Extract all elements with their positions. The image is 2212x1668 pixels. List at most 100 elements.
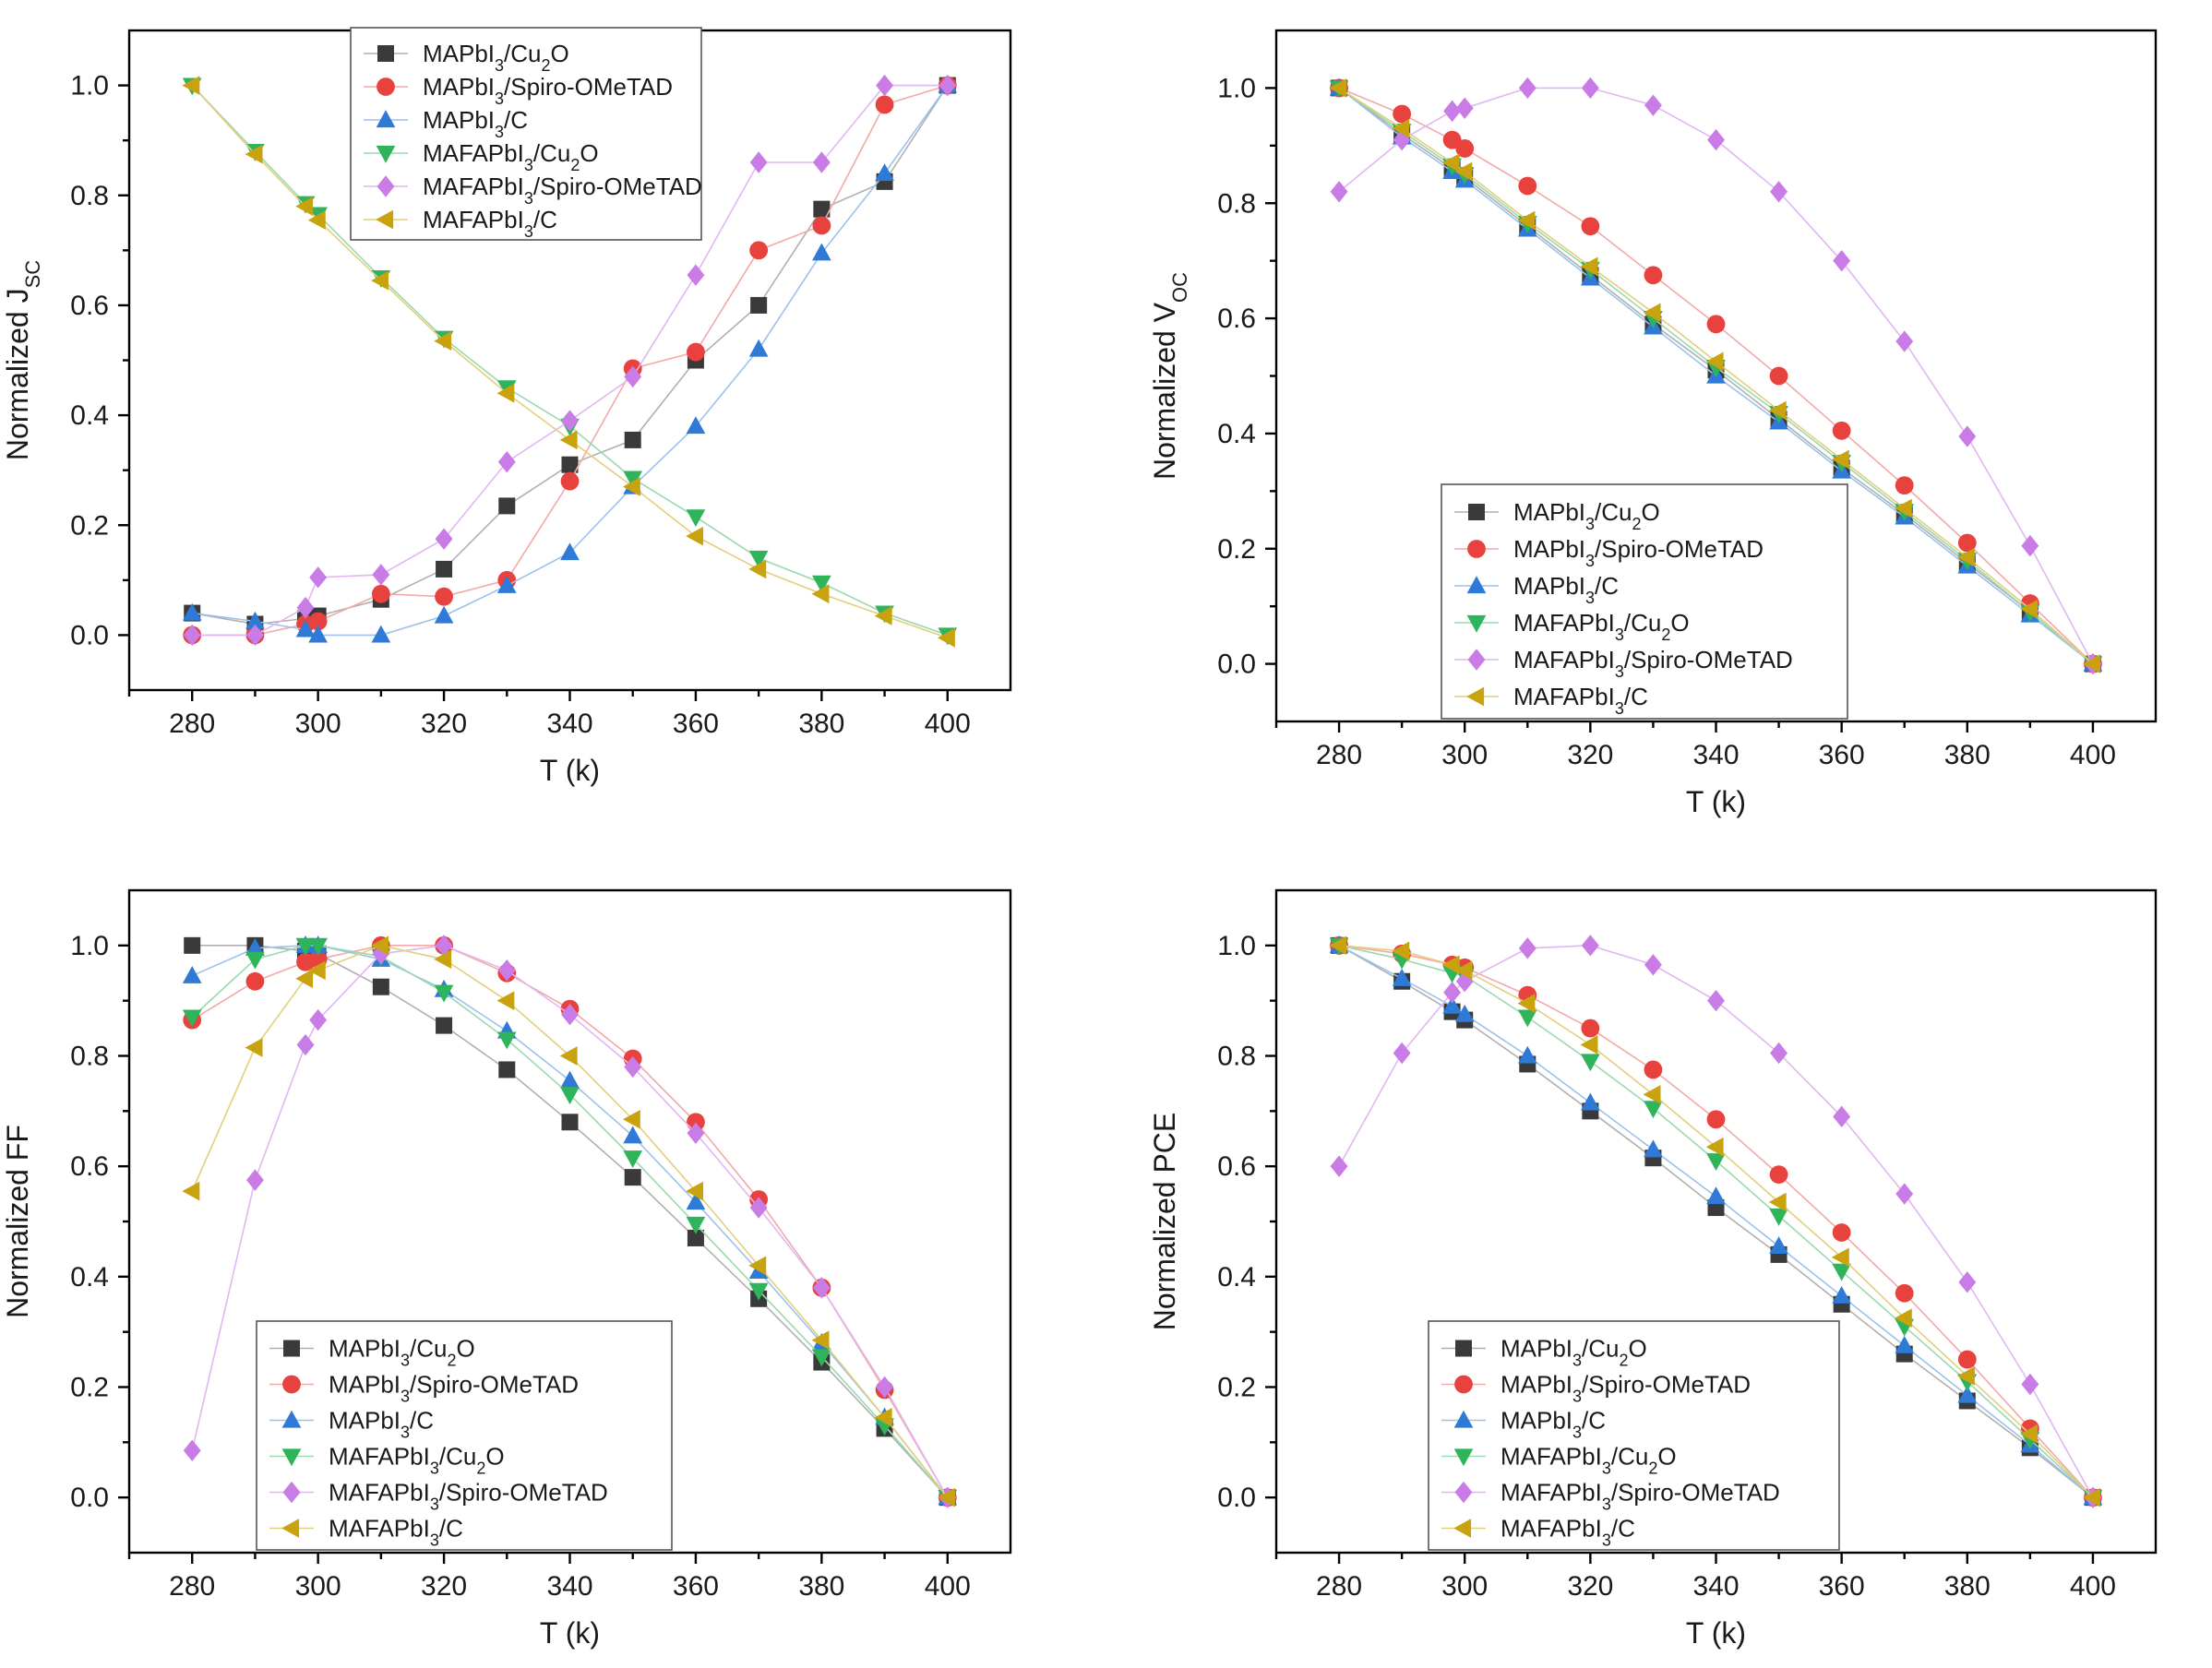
data-point <box>1956 547 1975 567</box>
x-axis-label: T (k) <box>1686 785 1746 818</box>
legend-text-part: /C <box>1595 572 1619 600</box>
y-axis-label: Normalized VOC <box>1148 272 1191 480</box>
x-tick-label: 320 <box>1567 1571 1613 1602</box>
legend-subscript: 3 <box>1585 589 1595 607</box>
data-point <box>1957 1385 1978 1403</box>
legend-text-part: MAFAPbI <box>329 1443 430 1471</box>
legend-label: MAPbI3/C <box>423 106 528 141</box>
data-point <box>1443 981 1462 1004</box>
data-point <box>245 144 263 164</box>
data-point <box>1895 1183 1914 1205</box>
data-point <box>748 339 769 357</box>
x-axis-label: T (k) <box>540 754 600 787</box>
legend-subscript: 2 <box>542 56 551 75</box>
x-tick-label: 380 <box>798 709 844 739</box>
legend-label: MAPbI3/Cu2O <box>1513 498 1660 533</box>
data-point <box>182 1181 200 1201</box>
data-point <box>686 416 706 435</box>
x-tick-label: 340 <box>1692 740 1739 770</box>
data-point <box>2083 1487 2101 1507</box>
data-point <box>1833 249 1851 272</box>
data-point <box>245 938 265 956</box>
legend-text-part: /C <box>1611 1515 1635 1543</box>
data-point <box>1769 1236 1788 1255</box>
y-tick-label: 0.4 <box>70 400 109 431</box>
data-point <box>811 1330 830 1350</box>
legend-text-part: MAFAPbI <box>329 1479 430 1507</box>
legend-label: MAFAPbI3/C <box>1501 1515 1635 1550</box>
legend-label: MAFAPbI3/Spiro-OMeTAD <box>1513 646 1793 681</box>
data-point <box>1518 937 1536 959</box>
data-point <box>687 1122 705 1144</box>
legend: MAPbI3/Cu2OMAPbI3/Spiro-OMeTADMAPbI3/CMA… <box>256 1320 673 1551</box>
data-point <box>1895 1335 1915 1353</box>
legend-subscript: 2 <box>448 1352 457 1370</box>
data-point <box>1581 77 1599 100</box>
y-tick-label: 0.8 <box>1217 188 1256 219</box>
data-point <box>1393 104 1412 124</box>
legend-text-part: O <box>1629 1335 1647 1363</box>
data-point <box>436 560 453 578</box>
legend-text-part: /Cu <box>439 1443 476 1471</box>
legend-label: MAFAPbI3/C <box>329 1515 463 1550</box>
legend-label: MAPbI3/C <box>1501 1407 1606 1442</box>
data-point <box>686 1216 706 1234</box>
data-point <box>1644 1101 1663 1119</box>
legend-text-part: /C <box>533 206 557 233</box>
legend-label: MAFAPbI3/Spiro-OMeTAD <box>329 1479 608 1514</box>
legend-text-part: MAFAPbI <box>329 1515 430 1543</box>
data-point <box>1442 995 1462 1014</box>
data-point <box>2020 599 2038 619</box>
legend-subscript: 3 <box>401 1352 410 1370</box>
y-tick-label: 0.8 <box>1217 1042 1256 1072</box>
legend-subscript: 3 <box>495 89 504 108</box>
data-point <box>1706 1110 1726 1129</box>
legend: MAPbI3/Cu2OMAPbI3/Spiro-OMeTADMAPbI3/CMA… <box>350 27 702 241</box>
legend-text-part: MAFAPbI <box>1513 683 1615 710</box>
data-point <box>1769 1208 1788 1226</box>
data-point <box>1957 533 1977 553</box>
y-axis-label-main: Normalized J <box>1 288 34 460</box>
data-point <box>497 451 516 473</box>
legend-marker <box>376 209 394 230</box>
legend-marker <box>282 1375 301 1394</box>
legend-label: MAFAPbI3/Cu2O <box>1513 609 1690 644</box>
data-point <box>436 1017 453 1034</box>
data-point <box>2021 534 2039 557</box>
legend-text-part: /Spiro-OMeTAD <box>1582 1371 1751 1399</box>
legend-marker <box>376 145 396 163</box>
legend-text-part: /Cu <box>1595 498 1632 526</box>
y-tick-label: 0.6 <box>1217 1151 1256 1182</box>
data-point <box>372 564 390 586</box>
legend-subscript: 2 <box>1661 626 1670 644</box>
data-point <box>182 965 202 983</box>
x-tick-label: 400 <box>2070 1571 2116 1602</box>
series-4 <box>182 937 958 1507</box>
legend-marker <box>377 77 395 96</box>
legend-label: MAFAPbI3/Spiro-OMeTAD <box>1501 1479 1780 1514</box>
data-point <box>560 542 580 561</box>
data-point <box>624 365 642 388</box>
data-point <box>1330 181 1348 203</box>
legend-text-part: MAPbI <box>329 1407 401 1435</box>
legend-box <box>350 27 702 241</box>
legend-marker <box>1466 686 1485 707</box>
data-point <box>687 1229 704 1246</box>
data-point <box>624 1055 642 1078</box>
data-point <box>245 1169 264 1191</box>
data-point <box>1706 315 1726 334</box>
data-point <box>434 984 454 1003</box>
data-point <box>1393 1042 1411 1065</box>
data-point <box>371 625 391 643</box>
data-point <box>748 1256 767 1276</box>
x-tick-label: 320 <box>1567 740 1613 770</box>
series-5 <box>183 74 957 647</box>
data-point <box>434 605 454 624</box>
legend-marker <box>1467 649 1486 671</box>
y-tick-label: 1.0 <box>1217 931 1256 961</box>
legend-subscript: 3 <box>495 56 504 75</box>
data-point <box>245 951 265 970</box>
data-point <box>1643 1085 1661 1104</box>
legend-subscript: 3 <box>1572 1388 1582 1406</box>
legend-label: MAPbI3/Spiro-OMeTAD <box>1513 535 1764 570</box>
